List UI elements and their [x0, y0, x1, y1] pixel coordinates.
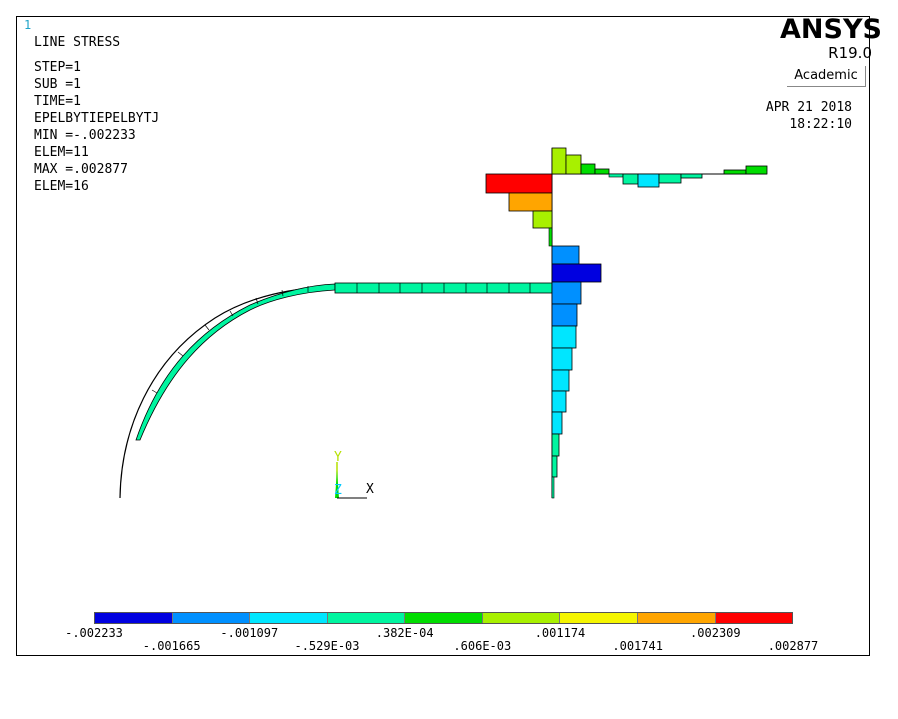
- legend-value-label: -.001665: [142, 639, 201, 653]
- stress-bar: [680, 173, 703, 179]
- stress-bar: [622, 173, 639, 185]
- stress-bar: [551, 347, 573, 371]
- stress-bar: [551, 303, 578, 327]
- stress-bar: [551, 147, 567, 175]
- coordinate-triad: Y Z X: [334, 450, 374, 499]
- legend-color-segment: [250, 613, 328, 623]
- stress-bar: [594, 168, 610, 175]
- info-line-item: EPELBYTIEPELBYTJ: [34, 111, 160, 126]
- legend-color-segment: [715, 613, 793, 623]
- stress-bar: [551, 433, 560, 457]
- legend-value-label: .002877: [767, 639, 819, 653]
- stress-bar: [551, 263, 602, 283]
- stress-bar: [723, 169, 747, 175]
- stress-bar: [551, 245, 580, 265]
- legend-color-segment: [172, 613, 251, 623]
- stress-bar: [551, 325, 577, 349]
- triad-z-label: Z: [334, 483, 342, 498]
- stress-bar: [580, 163, 596, 175]
- legend-value-label: -.529E-03: [294, 639, 360, 653]
- stress-bar: [532, 210, 553, 229]
- info-line-min: MIN =-.002233: [34, 128, 136, 143]
- legend-color-segment: [405, 613, 483, 623]
- stress-bar: [551, 369, 570, 392]
- legend-color-segment: [560, 613, 638, 623]
- time-label: 18:22:10: [789, 117, 852, 132]
- stress-bar: [485, 173, 553, 194]
- stress-bar: [508, 192, 553, 212]
- legend-value-label: .001174: [534, 626, 586, 640]
- stress-bar: [608, 173, 624, 178]
- stress-bar: [551, 411, 563, 435]
- date-time-stamp: APR 21 2018 18:22:10: [740, 99, 852, 133]
- stress-bar: [548, 227, 553, 247]
- graphics-window[interactable]: [16, 16, 870, 656]
- legend-value-label: .606E-03: [453, 639, 512, 653]
- legend-color-segment: [482, 613, 561, 623]
- release-label: R19.0: [828, 44, 872, 62]
- stress-bar: [637, 173, 660, 188]
- contour-legend-bar: [94, 612, 793, 624]
- ansys-logo: ANSYS: [780, 14, 882, 45]
- triad-x-label: X: [366, 482, 374, 497]
- info-line-max-elem: ELEM=16: [34, 179, 89, 194]
- legend-value-label: .001741: [612, 639, 663, 653]
- legend-value-label: -.001097: [220, 626, 279, 640]
- result-info-block: LINE STRESS STEP=1 SUB =1 TIME=1 EPELBYT…: [34, 34, 159, 195]
- legend-value-label: .002309: [690, 626, 741, 640]
- stress-bar: [551, 455, 558, 478]
- window-number: 1: [24, 18, 32, 32]
- stress-bar: [565, 154, 582, 175]
- info-line-min-elem: ELEM=11: [34, 145, 89, 160]
- legend-color-segment: [95, 613, 173, 623]
- info-line-step: STEP=1: [34, 60, 81, 75]
- stress-bar: [551, 281, 582, 305]
- horizontal-stress-band: [334, 282, 553, 294]
- info-line-time: TIME=1: [34, 94, 81, 109]
- info-line-sub: SUB =1: [34, 77, 81, 92]
- date-label: APR 21 2018: [765, 100, 852, 115]
- curve-band-divisions: [151, 286, 309, 394]
- info-line-max: MAX =.002877: [34, 162, 128, 177]
- legend-color-segment: [327, 613, 406, 623]
- stress-bar: [551, 390, 567, 413]
- legend-value-label: -.002233: [65, 626, 123, 640]
- stress-bar: [551, 476, 555, 499]
- stress-bar: [745, 165, 768, 175]
- stress-bar: [658, 173, 682, 184]
- horizontal-band-divisions: [356, 283, 531, 293]
- legend-color-segment: [637, 613, 716, 623]
- result-title: LINE STRESS: [34, 35, 121, 50]
- edition-badge: Academic: [787, 66, 866, 87]
- legend-value-label: .382E-04: [375, 626, 434, 640]
- triad-y-label: Y: [334, 450, 342, 465]
